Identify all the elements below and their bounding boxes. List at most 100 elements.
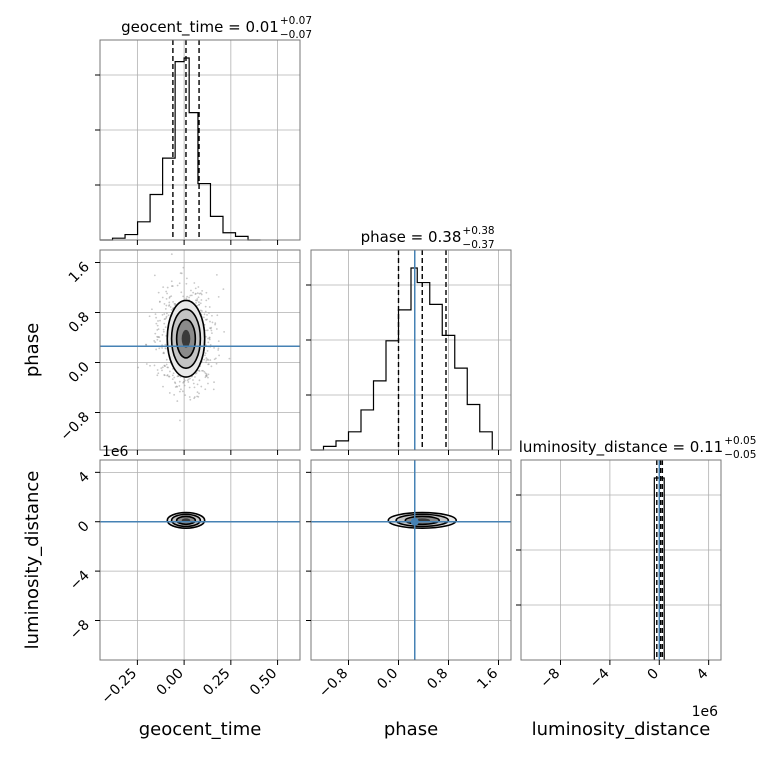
histogram-geocent_time xyxy=(100,57,261,241)
y-tick-label: 0 xyxy=(75,518,93,536)
sample-point xyxy=(189,377,191,380)
sample-point xyxy=(210,365,213,368)
sample-point xyxy=(168,301,171,304)
sample-point xyxy=(193,386,196,389)
sample-point xyxy=(194,376,196,378)
sample-point xyxy=(198,379,201,382)
density xyxy=(387,511,458,529)
sample-point xyxy=(208,338,211,341)
sample-point xyxy=(162,330,165,333)
sample-point xyxy=(183,378,186,380)
sample-point xyxy=(199,292,202,295)
sample-point xyxy=(161,296,164,299)
y-tick-label: 1.6 xyxy=(66,259,93,286)
sample-point xyxy=(207,359,210,361)
sample-point xyxy=(156,338,159,341)
sample-point xyxy=(171,378,174,381)
sample-point xyxy=(158,347,161,350)
sample-point xyxy=(168,305,170,307)
sample-point xyxy=(206,329,209,332)
sample-point xyxy=(157,372,160,375)
sample-point xyxy=(176,284,179,287)
sample-point xyxy=(187,378,190,381)
sample-point xyxy=(215,362,218,365)
sample-point xyxy=(196,299,198,302)
sample-point xyxy=(156,374,159,377)
sample-point xyxy=(204,372,207,375)
sample-point xyxy=(137,366,140,369)
sample-point xyxy=(194,287,197,290)
sample-point xyxy=(198,369,201,372)
sample-point xyxy=(172,372,175,375)
sample-point xyxy=(159,319,161,322)
title-luminosity_distance: luminosity_distance = 0.11 xyxy=(519,438,723,457)
sample-point xyxy=(155,316,158,319)
sample-point xyxy=(145,343,147,346)
sample-point xyxy=(177,238,179,240)
contour-level xyxy=(181,329,191,348)
sample-point xyxy=(192,382,195,385)
panel-frame xyxy=(310,249,512,451)
panel-frame xyxy=(520,459,722,661)
sample-point xyxy=(175,385,178,388)
sample-point xyxy=(168,370,171,373)
x-tick-label: −8 xyxy=(537,666,563,692)
x-tick-label: 0.50 xyxy=(247,666,280,699)
sample-point xyxy=(207,337,209,340)
truth-marker xyxy=(410,517,419,526)
sample-point xyxy=(164,326,167,329)
sample-point xyxy=(188,386,191,389)
sample-point xyxy=(198,303,201,306)
panel-luminosity_distance-phase: −0.8 0.0 0.8 1.6 xyxy=(306,459,512,701)
sample-point xyxy=(208,312,210,314)
sample-point xyxy=(185,282,188,285)
sample-point xyxy=(164,343,167,346)
title-text: phase = 0.38 xyxy=(361,228,462,246)
sample-point xyxy=(156,329,159,331)
sample-point xyxy=(173,393,176,396)
sample-point xyxy=(192,379,194,381)
sample-point xyxy=(154,341,157,343)
sample-point xyxy=(161,313,164,316)
panel-phase-geocent_time: −0.8 0.0 0.8 1.6 xyxy=(57,238,301,455)
histogram-phase xyxy=(311,267,493,451)
title-plus: +0.07 xyxy=(280,15,312,27)
sample-point xyxy=(176,400,179,402)
sample-point xyxy=(148,315,151,318)
sample-point xyxy=(192,291,195,294)
sample-point xyxy=(154,313,157,315)
sample-point xyxy=(186,295,189,298)
sample-point xyxy=(204,352,207,355)
y-tick-label: 4 xyxy=(75,469,93,487)
panel-frame xyxy=(99,249,301,451)
sample-point xyxy=(217,347,220,350)
sample-point xyxy=(165,347,167,350)
sample-point xyxy=(189,294,192,297)
sample-point xyxy=(156,335,158,338)
x-axis-label-luminosity_distance: luminosity_distance xyxy=(532,719,711,740)
sample-point xyxy=(166,286,169,289)
sample-point xyxy=(206,350,209,352)
sample-point xyxy=(182,381,185,384)
sample-point xyxy=(179,272,182,275)
y-tick-label: −8 xyxy=(67,617,93,643)
sample-point xyxy=(164,308,167,310)
sample-point xyxy=(170,253,173,256)
sample-point xyxy=(184,379,186,382)
sample-point xyxy=(161,334,164,336)
sample-point xyxy=(166,292,169,295)
sample-point xyxy=(204,376,207,379)
sample-point xyxy=(157,291,160,294)
sample-point xyxy=(153,364,156,367)
x-tick-label: 1.6 xyxy=(474,665,501,692)
sample-point xyxy=(214,322,217,325)
panel-phase-phase: phase = 0.38 +0.38 −0.37 xyxy=(306,225,512,455)
sample-point xyxy=(205,357,208,359)
sample-point xyxy=(168,392,171,394)
x-tick-label: 0.8 xyxy=(424,666,451,693)
x-offset-label: 1e6 xyxy=(692,704,719,720)
sample-point xyxy=(165,358,168,361)
sample-point xyxy=(209,320,211,323)
sample-point xyxy=(149,364,151,367)
